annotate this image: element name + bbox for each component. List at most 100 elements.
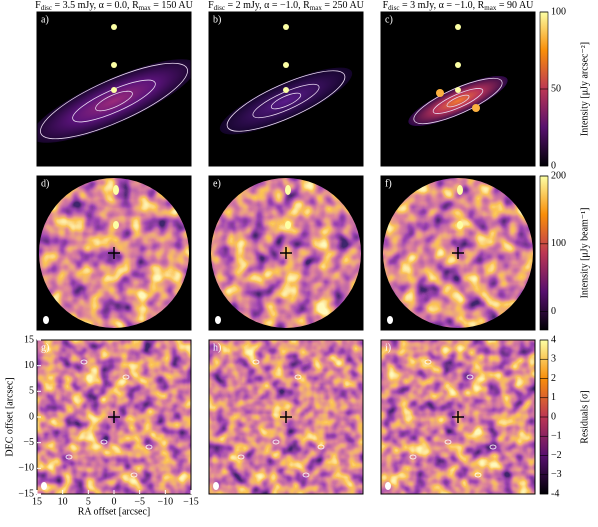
contour — [466, 374, 474, 380]
source — [111, 62, 117, 68]
image-panel — [37, 340, 191, 494]
colorbar-tick-label: 3 — [551, 354, 556, 365]
beam — [387, 316, 393, 324]
contour — [444, 439, 452, 445]
y-tick-label: 15 — [24, 334, 34, 345]
image-panel — [209, 12, 363, 166]
panel-label: d) — [41, 178, 49, 189]
image-panel — [381, 340, 535, 494]
y-tick-label: −10 — [18, 463, 34, 474]
contour — [252, 83, 320, 119]
colorbar-tick-label: 100 — [551, 238, 566, 249]
contour — [424, 359, 432, 365]
y-axis-label: DEC offset [arcsec] — [4, 377, 15, 456]
source — [285, 221, 291, 229]
contour — [40, 62, 188, 140]
center-cross — [452, 411, 464, 423]
center-cross — [452, 247, 464, 259]
panel-frame — [36, 175, 192, 331]
colorbar — [539, 175, 549, 331]
panel-label: f) — [385, 178, 392, 189]
x-tick-label: −5 — [134, 496, 145, 507]
source — [283, 87, 289, 93]
contour — [100, 439, 108, 445]
x-tick-label: 10 — [58, 496, 68, 507]
column-title: Fdisc = 2 mJy, α = −1.0, Rmax = 250 AU — [208, 0, 365, 11]
beam — [41, 482, 47, 490]
panel-label: h) — [213, 342, 221, 353]
contour — [145, 444, 153, 450]
source — [113, 185, 119, 195]
column-title: Fdisc = 3 mJy, α = −1.0, Rmax = 90 AU — [383, 0, 535, 11]
colorbar-label: Intensity [μJy beam⁻¹] — [579, 208, 590, 299]
panel-label: g) — [41, 342, 49, 353]
panel-frame — [208, 339, 364, 495]
contour — [122, 374, 130, 380]
panel-frame — [380, 175, 536, 331]
panel-label: c) — [385, 14, 393, 25]
y-tick-label: −15 — [18, 488, 34, 499]
beam — [385, 482, 391, 490]
colorbar-label: Residuals [σ] — [579, 390, 590, 443]
image-panel — [37, 176, 191, 330]
contour — [65, 454, 73, 460]
source — [283, 24, 289, 30]
colorbar-label: Intensity [μJy arcsec⁻²] — [579, 42, 590, 136]
colorbar-tick-label: 0 — [551, 306, 556, 317]
contour — [252, 359, 260, 365]
colorbar-tick-label: −2 — [551, 450, 562, 461]
source — [455, 62, 461, 68]
colorbar-tick-label: 1 — [551, 392, 556, 403]
center-cross — [108, 411, 120, 423]
colorbar-tick-label: −3 — [551, 469, 562, 480]
x-tick-label: 15 — [32, 496, 42, 507]
image-panel — [37, 12, 191, 166]
source — [457, 221, 463, 229]
source — [457, 185, 463, 195]
x-axis-label: RA offset [arcsec] — [78, 506, 151, 517]
panel-label: b) — [213, 14, 221, 25]
disc — [408, 75, 508, 127]
colorbar-tick-label: -4 — [551, 488, 559, 499]
colorbar-tick-label: 100 — [551, 6, 566, 17]
colorbar-tick-label: 200 — [551, 170, 566, 181]
contour — [272, 439, 280, 445]
y-tick-label: −5 — [23, 437, 34, 448]
panel-frame — [380, 11, 536, 167]
contour — [446, 94, 470, 108]
y-tick-label: 10 — [24, 360, 34, 371]
center-cross — [280, 411, 292, 423]
beam — [43, 316, 49, 324]
x-tick-label: 5 — [86, 496, 91, 507]
source — [113, 221, 119, 229]
source — [285, 185, 291, 195]
source — [455, 87, 461, 93]
contour — [72, 79, 156, 123]
x-tick-label: −10 — [158, 496, 174, 507]
contour — [226, 70, 346, 132]
disc — [219, 67, 353, 135]
contour — [95, 90, 133, 112]
clump — [436, 89, 444, 97]
beam — [215, 316, 221, 324]
contour — [270, 92, 302, 110]
image-panel — [209, 340, 363, 494]
panel-label: a) — [41, 14, 49, 25]
contour — [294, 374, 302, 380]
contour — [130, 472, 138, 478]
colorbar-tick-label: 50 — [551, 83, 561, 94]
contour — [80, 359, 88, 365]
contour — [413, 77, 503, 125]
image-panel — [209, 176, 363, 330]
center-cross — [280, 247, 292, 259]
colorbar-tick-label: 4 — [551, 334, 556, 345]
panel-label: i) — [385, 342, 391, 353]
panel-frame — [208, 11, 364, 167]
source — [111, 87, 117, 93]
contour — [474, 472, 482, 478]
contour — [489, 444, 497, 450]
contour — [237, 454, 245, 460]
colorbar-tick-label: 0 — [551, 160, 556, 171]
contour — [317, 444, 325, 450]
